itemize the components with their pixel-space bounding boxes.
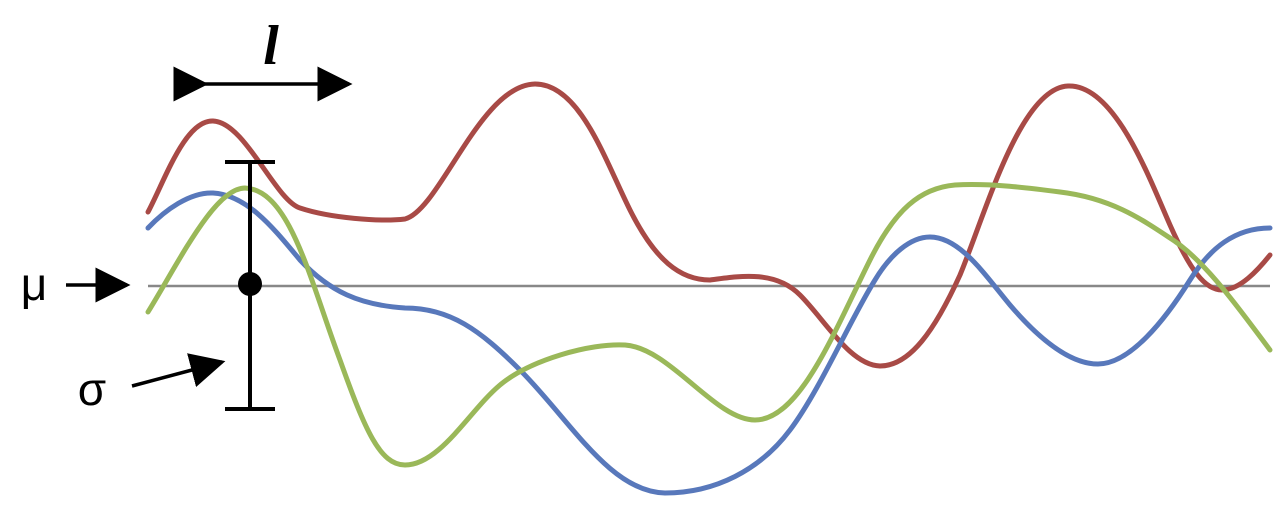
green-sample-curve	[145, 182, 1273, 468]
mean-label: μ	[21, 258, 48, 310]
std-label: σ	[78, 363, 106, 415]
blue-sample-curve	[145, 190, 1273, 496]
length-scale-label: l	[263, 15, 279, 77]
red-sample-curve	[145, 81, 1273, 369]
std-arrow	[131, 353, 226, 388]
mean-point	[238, 272, 262, 296]
